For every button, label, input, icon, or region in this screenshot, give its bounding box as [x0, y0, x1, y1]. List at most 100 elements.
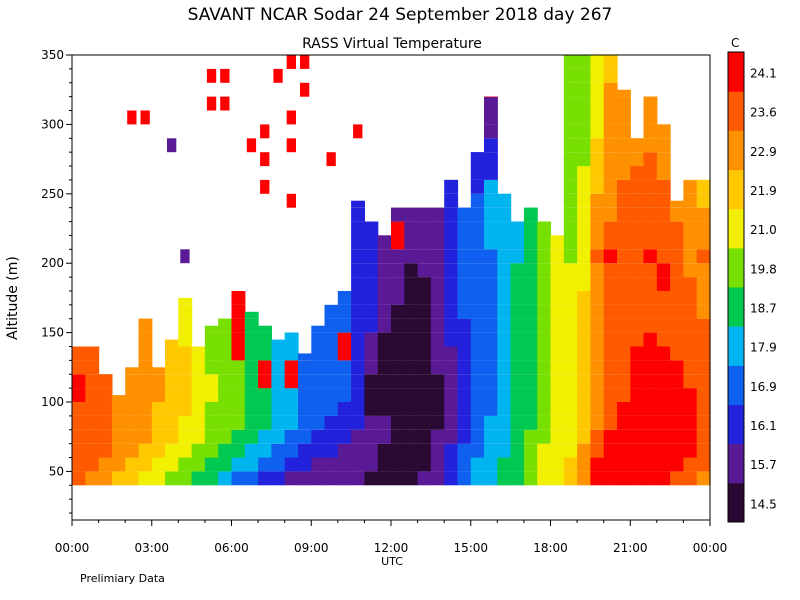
heatmap-cell — [537, 263, 552, 278]
heatmap-cell — [577, 457, 591, 472]
heatmap-cell — [656, 443, 671, 458]
heatmap-cell — [683, 429, 698, 444]
y-axis: 50 100 150 200 250 300 350 — [41, 48, 72, 514]
heatmap-cell — [643, 124, 658, 139]
heatmap-cell — [191, 346, 206, 347]
heatmap-cell — [617, 443, 631, 458]
heatmap-cell — [630, 429, 645, 444]
heatmap-cell — [231, 346, 246, 361]
heatmap-cell — [537, 235, 552, 250]
heatmap-cell — [683, 221, 698, 236]
heatmap-cell — [537, 221, 552, 236]
heatmap-cell — [165, 429, 179, 444]
heatmap-cell — [457, 291, 472, 305]
heatmap-cell — [670, 388, 684, 402]
heatmap-cell — [324, 318, 339, 333]
preliminary-data-note: Prelimiary Data — [80, 572, 165, 585]
heatmap-cell — [470, 179, 485, 194]
heatmap-cell — [337, 332, 352, 347]
heatmap-cell — [563, 429, 578, 444]
heatmap-cell — [617, 415, 631, 430]
isolated-patch — [220, 96, 230, 111]
heatmap-cell — [111, 429, 126, 444]
heatmap-cell — [258, 429, 272, 444]
heatmap-cell — [204, 429, 219, 444]
heatmap-cell — [218, 443, 233, 458]
heatmap-cell — [563, 221, 578, 236]
heatmap-cell — [377, 332, 392, 347]
heatmap-cell — [603, 96, 618, 111]
heatmap-cell — [271, 374, 286, 389]
heatmap-cell — [590, 124, 605, 139]
heatmap-cell — [617, 207, 631, 222]
heatmap-cell — [218, 318, 233, 333]
heatmap-cell — [577, 346, 591, 361]
heatmap-cell — [643, 207, 658, 222]
heatmap-cell — [563, 124, 578, 139]
heatmap-cell — [484, 179, 498, 194]
heatmap-cell — [258, 415, 272, 430]
heatmap-cell — [444, 318, 459, 333]
heatmap-cell — [417, 360, 432, 375]
heatmap-cell — [696, 332, 711, 347]
heatmap-cell — [643, 346, 658, 361]
heatmap-cell — [523, 318, 538, 333]
heatmap-cell — [444, 346, 459, 361]
heatmap-cell — [178, 304, 193, 319]
heatmap-cell — [470, 374, 485, 389]
heatmap-cell — [590, 388, 605, 402]
heatmap-cell — [643, 443, 658, 458]
heatmap-cell — [656, 471, 671, 486]
isolated-patch — [260, 152, 270, 167]
heatmap-cell — [470, 249, 485, 264]
heatmap-cell — [670, 415, 684, 430]
colorbar-label: 24.1 — [750, 67, 777, 81]
heatmap-cell — [231, 402, 246, 416]
heatmap-cell — [337, 304, 352, 319]
heatmap-cell — [404, 318, 419, 333]
heatmap-cell — [178, 332, 193, 347]
heatmap-cell — [523, 415, 538, 430]
heatmap-cell — [617, 388, 631, 402]
heatmap-cell — [271, 339, 286, 347]
colorbar-label: 18.7 — [750, 302, 777, 316]
heatmap-cell — [510, 318, 525, 333]
heatmap-cell — [204, 325, 219, 333]
heatmap-cell — [85, 457, 100, 472]
heatmap-cell — [470, 263, 485, 278]
heatmap-cell — [298, 471, 312, 486]
heatmap-cell — [630, 138, 645, 139]
heatmap-cell — [417, 429, 432, 444]
heatmap-cell — [550, 249, 565, 264]
heatmap-cell — [377, 304, 392, 319]
x-tick-label: 00:00 — [55, 541, 90, 555]
heatmap-cell — [444, 443, 459, 458]
heatmap-cell — [430, 360, 445, 375]
heatmap-cell — [497, 318, 512, 333]
heatmap-cell — [72, 415, 86, 430]
heatmap-cell — [457, 457, 472, 472]
heatmap-cell — [138, 374, 153, 389]
heatmap-cell — [457, 304, 472, 319]
heatmap-cell — [577, 207, 591, 222]
heatmap-cell — [577, 193, 591, 208]
heatmap-cell — [617, 318, 631, 333]
heatmap-cell — [311, 415, 326, 430]
heatmap-cell — [523, 471, 538, 486]
heatmap-cell — [391, 346, 405, 361]
heatmap-cell — [590, 207, 605, 222]
heatmap-cell — [617, 110, 631, 125]
heatmap-cell — [590, 249, 605, 264]
heatmap-cell — [563, 277, 578, 291]
heatmap-cell — [563, 402, 578, 416]
heatmap-cell — [683, 443, 698, 458]
heatmap-cell — [391, 207, 405, 222]
heatmap-cell — [444, 332, 459, 347]
heatmap-cell — [563, 332, 578, 347]
heatmap-cell — [311, 471, 326, 486]
heatmap-cell — [603, 193, 618, 208]
heatmap-cell — [484, 96, 498, 111]
heatmap-cell — [98, 374, 113, 375]
heatmap-cell — [523, 207, 538, 222]
heatmap-cell — [643, 166, 658, 180]
